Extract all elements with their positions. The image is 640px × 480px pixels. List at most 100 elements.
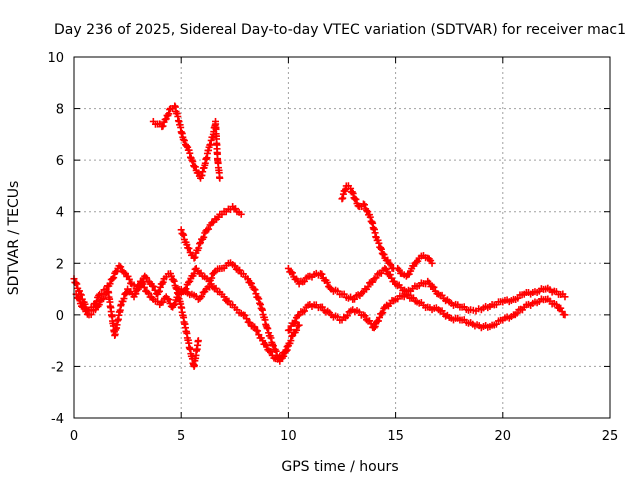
data-point-fill xyxy=(352,195,360,203)
data-point-fill xyxy=(196,240,204,248)
data-point-fill xyxy=(75,295,83,303)
data-point-fill xyxy=(430,283,438,291)
data-point xyxy=(237,210,245,218)
data-point-fill xyxy=(343,312,351,320)
y-tick-label: 0 xyxy=(56,309,64,324)
data-point xyxy=(561,311,569,319)
data-point-fill xyxy=(286,326,294,334)
data-point-fill xyxy=(198,293,206,301)
data-point-fill xyxy=(300,307,308,315)
ticks: 0 5 10 15 20 25 -4 -2 0 2 4 6 8 10 xyxy=(47,51,618,444)
data-point xyxy=(295,321,303,329)
data-point-fill xyxy=(361,312,369,320)
data-point-fill xyxy=(283,343,291,351)
data-point-fill xyxy=(318,270,326,278)
data-point xyxy=(370,324,378,332)
data-point-fill xyxy=(326,284,334,292)
data-point xyxy=(109,275,117,283)
data-point-fill xyxy=(264,325,272,333)
x-tick-label: 25 xyxy=(602,429,619,444)
data-point-fill xyxy=(369,278,377,286)
data-point xyxy=(188,156,196,164)
data-point xyxy=(428,259,436,267)
data-point xyxy=(263,324,271,332)
data-point-fill xyxy=(269,340,277,348)
data-point-fill xyxy=(366,213,374,221)
y-axis-label: SDTVAR / TECUs xyxy=(6,181,22,296)
data-point-fill xyxy=(375,239,383,247)
data-point-fill xyxy=(290,319,298,327)
data-point-fill xyxy=(382,266,390,274)
data-point-fill xyxy=(139,280,147,288)
data-point-fill xyxy=(184,278,192,286)
data-point-fill xyxy=(348,188,356,196)
data-point xyxy=(269,342,277,350)
data-point xyxy=(359,311,367,319)
data-point-fill xyxy=(117,263,125,271)
data-point-fill xyxy=(159,122,167,130)
data-point-fill xyxy=(159,298,167,306)
data-point-fill xyxy=(171,300,179,308)
data-point-fill xyxy=(287,268,295,276)
data-point-fill xyxy=(191,163,199,171)
plot-frame xyxy=(73,56,611,419)
data-points xyxy=(70,102,569,370)
data-point-fill xyxy=(374,317,382,325)
data-point-fill xyxy=(294,312,302,320)
data-point-fill xyxy=(80,304,88,312)
data-point-fill xyxy=(140,283,148,291)
data-point xyxy=(377,244,385,252)
data-point-fill xyxy=(376,314,384,322)
data-point-fill xyxy=(76,287,84,295)
data-point-fill xyxy=(256,299,264,307)
data-point-fill xyxy=(159,278,167,286)
data-point xyxy=(381,264,389,272)
data-point-fill xyxy=(191,253,199,261)
data-point-fill xyxy=(287,337,295,345)
data-point xyxy=(194,337,202,345)
data-point-fill xyxy=(205,225,213,233)
data-point-fill xyxy=(379,309,387,317)
data-point-fill xyxy=(378,310,386,318)
grid xyxy=(74,57,610,418)
data-point-fill xyxy=(263,341,271,349)
data-point xyxy=(284,342,292,350)
data-point-fill xyxy=(155,287,163,295)
y-tick-label: -4 xyxy=(51,412,64,427)
x-axis-label: GPS time / hours xyxy=(281,459,398,475)
data-point-fill xyxy=(110,274,118,282)
data-point-fill xyxy=(200,233,208,241)
data-point-fill xyxy=(384,256,392,264)
data-point-fill xyxy=(180,137,188,145)
data-point-fill xyxy=(361,201,369,209)
data-point-fill xyxy=(189,158,197,166)
data-point-fill xyxy=(380,251,388,259)
data-point-fill xyxy=(95,301,103,309)
data-point xyxy=(216,174,224,182)
data-point-fill xyxy=(363,207,371,215)
data-point-fill xyxy=(288,269,296,277)
data-point xyxy=(177,226,185,234)
data-point-fill xyxy=(125,275,133,283)
data-point xyxy=(244,275,252,283)
data-point-fill xyxy=(291,318,299,326)
data-point-fill xyxy=(180,231,188,239)
data-point-fill xyxy=(183,142,191,150)
data-point-fill xyxy=(165,295,173,303)
data-point-fill xyxy=(179,230,187,238)
data-point-fill xyxy=(254,327,262,335)
data-point-fill xyxy=(185,244,193,252)
data-point-fill xyxy=(132,290,140,298)
y-tick-label: 6 xyxy=(56,154,64,169)
data-point-fill xyxy=(183,241,191,249)
y-tick-label: 10 xyxy=(47,51,64,66)
data-point-fill xyxy=(195,244,203,252)
data-point-fill xyxy=(557,304,565,312)
data-point-fill xyxy=(282,347,290,355)
data-point-fill xyxy=(170,277,178,285)
data-point-fill xyxy=(267,347,275,355)
data-point-fill xyxy=(251,286,259,294)
x-tick-label: 15 xyxy=(387,429,404,444)
x-tick-label: 10 xyxy=(280,429,297,444)
